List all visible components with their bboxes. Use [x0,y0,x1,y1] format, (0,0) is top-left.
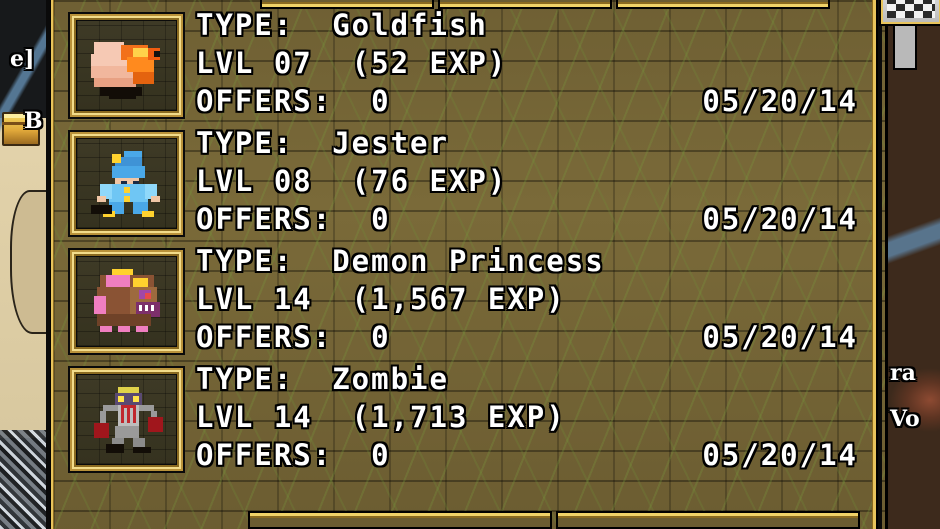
checkered-flag-icon[interactable] [879,0,940,26]
map-river-right [884,180,940,310]
monster-thumbnail[interactable] [68,12,185,119]
type-line: TYPE: Goldfish [196,8,488,42]
checkered-pattern [887,0,935,18]
goldfish-sprite [90,41,160,99]
thumbnail-inner [77,139,176,228]
list-item[interactable]: TYPE: Jester LVL 08 (76 EXP) OFFERS: 0 0… [50,122,882,240]
offers-line: OFFERS: 0 05/20/14 [196,318,876,356]
offers-label: OFFERS: 0 [196,438,391,472]
offers-line: OFFERS: 0 05/20/14 [196,436,876,474]
monster-info: TYPE: Goldfish LVL 07 (52 EXP) OFFERS: 0… [196,6,876,120]
level-line: LVL 07 (52 EXP) [196,46,508,80]
map-label-right-1: ra [890,360,916,386]
monster-info: TYPE: Demon Princess LVL 14 (1,567 EXP) … [196,242,876,356]
tab-stub-2[interactable] [438,0,612,9]
panel-gold-trim-left [50,0,54,529]
zombie-sprite [93,386,163,453]
list-item[interactable]: TYPE: Zombie LVL 14 (1,713 EXP) OFFERS: … [50,358,882,476]
tab-stub-1[interactable] [260,0,434,9]
listing-date: 05/20/14 [702,438,858,472]
offers-line: OFFERS: 0 05/20/14 [196,82,876,120]
monster-thumbnail[interactable] [68,366,185,473]
type-line: TYPE: Demon Princess [196,244,605,278]
monster-info: TYPE: Jester LVL 08 (76 EXP) OFFERS: 0 0… [196,124,876,238]
listing-date: 05/20/14 [702,202,858,236]
jester-sprite [90,150,160,217]
monster-info: TYPE: Zombie LVL 14 (1,713 EXP) OFFERS: … [196,360,876,474]
offers-line: OFFERS: 0 05/20/14 [196,200,876,238]
demon-princess-sprite [93,268,160,332]
thumbnail-inner [77,375,176,464]
offers-label: OFFERS: 0 [196,202,391,236]
level-line: LVL 08 (76 EXP) [196,164,508,198]
monster-list: TYPE: Goldfish LVL 07 (52 EXP) OFFERS: 0… [50,0,882,529]
list-item[interactable]: TYPE: Goldfish LVL 07 (52 EXP) OFFERS: 0… [50,4,882,122]
map-label-left-chest: B [24,108,43,134]
level-line: LVL 14 (1,567 EXP) [196,282,566,316]
monster-thumbnail[interactable] [68,130,185,237]
listing-date: 05/20/14 [702,84,858,118]
map-treasure-chest-icon[interactable] [2,112,40,146]
monster-thumbnail[interactable] [68,248,185,355]
list-item[interactable]: TYPE: Demon Princess LVL 14 (1,567 EXP) … [50,240,882,358]
offers-label: OFFERS: 0 [196,320,391,354]
map-mountain-region [0,430,52,529]
map-label-left-top: e] [10,46,35,72]
corner-icon-tail [893,20,917,70]
tab-stub-3[interactable] [616,0,830,9]
bottom-button-1[interactable] [248,511,552,529]
panel-border-left [46,0,50,529]
panel-gold-trim-right [872,0,878,529]
bottom-button-2[interactable] [556,511,860,529]
level-line: LVL 14 (1,713 EXP) [196,400,566,434]
panel-border-right [878,0,882,529]
thumbnail-inner [77,21,176,110]
offers-label: OFFERS: 0 [196,84,391,118]
type-line: TYPE: Jester [196,126,449,160]
type-line: TYPE: Zombie [196,362,449,396]
listing-date: 05/20/14 [702,320,858,354]
map-label-right-2: Vo [890,406,920,432]
thumbnail-inner [77,257,176,346]
